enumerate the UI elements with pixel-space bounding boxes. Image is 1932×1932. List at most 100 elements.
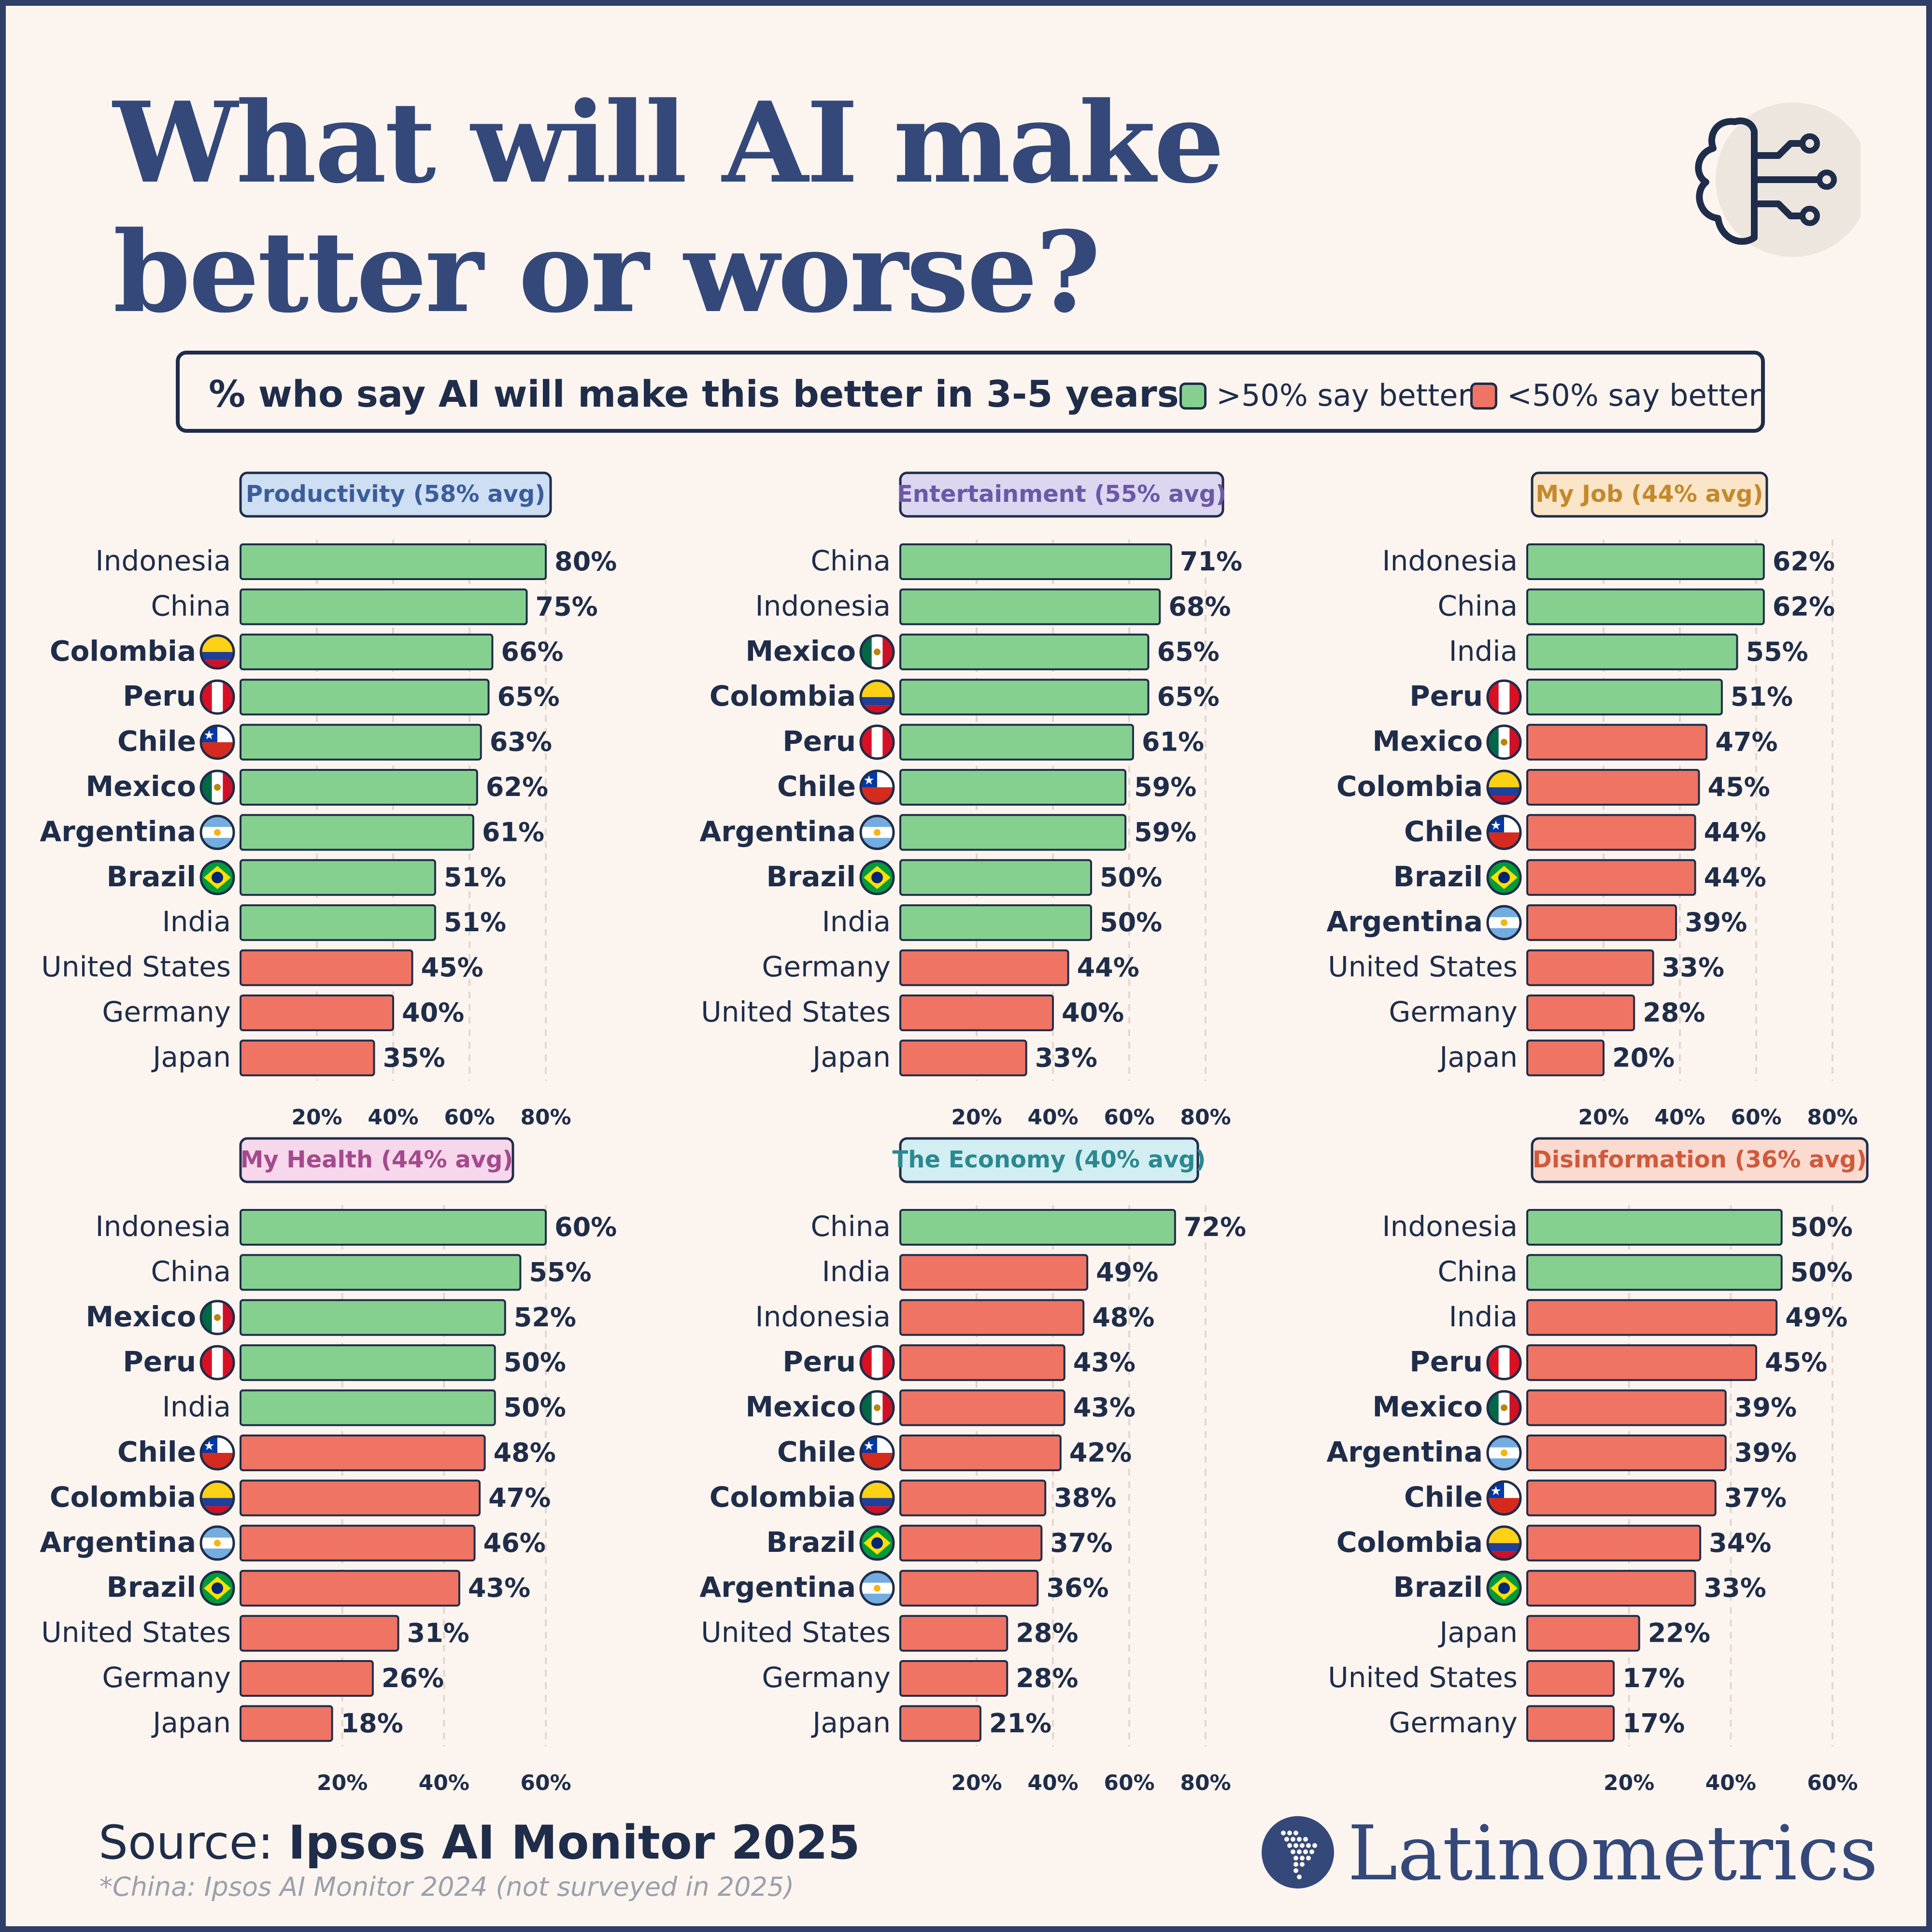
- category-label: United States: [701, 1616, 891, 1649]
- bar-mexico: [240, 1299, 506, 1336]
- chile-flag-icon: ★: [1486, 814, 1522, 850]
- x-tick-label: 80%: [1807, 1105, 1858, 1130]
- value-label: 50%: [1100, 907, 1162, 938]
- x-tick-label: 60%: [520, 1771, 571, 1795]
- chart-title: Productivity (58% avg): [246, 481, 545, 508]
- category-label: Germany: [1389, 1706, 1518, 1739]
- value-label: 40%: [402, 997, 464, 1028]
- category-label: Germany: [102, 1661, 231, 1694]
- category-label: United States: [1328, 951, 1518, 983]
- mexico-flag-icon: [199, 769, 235, 805]
- category-label: Chile: [117, 1435, 196, 1468]
- x-tick-label: 20%: [951, 1771, 1002, 1795]
- colombia-flag-icon: [1486, 1525, 1522, 1561]
- value-label: 63%: [490, 727, 552, 757]
- x-tick-label: 40%: [1654, 1105, 1705, 1130]
- bar-brazil: [899, 1524, 1043, 1562]
- category-label: Brazil: [767, 1526, 856, 1559]
- value-label: 50%: [1100, 862, 1162, 893]
- brain-circuit-icon: [1695, 102, 1861, 257]
- bar-united-states: [1526, 1660, 1615, 1697]
- category-label: Peru: [782, 1345, 856, 1378]
- category-label: Mexico: [745, 635, 856, 668]
- value-label: 59%: [1134, 817, 1196, 847]
- category-label: Colombia: [710, 1480, 856, 1513]
- bar-colombia: [899, 679, 1150, 716]
- category-label: Brazil: [1393, 1571, 1483, 1604]
- bar-argentina: [1526, 1435, 1727, 1471]
- bar-peru: [240, 679, 490, 716]
- mexico-flag-icon: [859, 1390, 895, 1426]
- value-label: 71%: [1180, 546, 1242, 577]
- value-label: 50%: [504, 1392, 566, 1423]
- infographic-canvas: What will AI make better or worse? % who…: [6, 6, 1926, 1926]
- value-label: 45%: [1708, 772, 1770, 802]
- bar-indonesia: [899, 1299, 1085, 1336]
- x-tick-label: 20%: [317, 1771, 368, 1795]
- category-label: Indonesia: [96, 544, 231, 577]
- category-label: Brazil: [767, 860, 856, 893]
- source-name: Ipsos AI Monitor 2025: [288, 1816, 860, 1870]
- category-label: China: [1437, 1255, 1518, 1288]
- source-prefix: Source:: [99, 1816, 274, 1870]
- legend-swatch-better: [1179, 383, 1207, 410]
- bar-india: [899, 1254, 1089, 1291]
- chart-productivity: Productivity (58% avg) 20% 40% 60% 80% 80% Ind…: [40, 471, 617, 1130]
- bar-india: [1526, 633, 1738, 670]
- chart-my-job: My Job (44% avg) 20% 40% 60% 80% 62% Indonesia…: [1326, 471, 1858, 1130]
- bar-chile: [1526, 814, 1696, 851]
- bar-peru: [1526, 679, 1723, 716]
- chart-entertainment: Entertainment (55% avg) 20% 40% 60% 80% 71% Ch…: [699, 471, 1242, 1130]
- category-label: Chile: [117, 725, 196, 758]
- value-label: 17%: [1622, 1663, 1685, 1693]
- category-label: Brazil: [107, 860, 196, 893]
- category-label: Chile: [1404, 1480, 1483, 1513]
- value-label: 51%: [444, 907, 506, 938]
- category-label: Peru: [123, 1345, 196, 1378]
- argentina-flag-icon: [859, 814, 895, 850]
- value-label: 68%: [1168, 591, 1231, 622]
- bar-brazil: [240, 1570, 460, 1607]
- svg-text:★: ★: [863, 773, 874, 788]
- bar-united-states: [899, 994, 1054, 1031]
- svg-text:★: ★: [203, 728, 214, 743]
- category-label: China: [151, 1255, 231, 1288]
- category-label: Indonesia: [755, 1300, 891, 1333]
- bar-mexico: [899, 633, 1150, 670]
- value-label: 39%: [1734, 1392, 1797, 1423]
- bar-germany: [1526, 994, 1635, 1031]
- category-label: Japan: [151, 1706, 231, 1739]
- category-label: India: [162, 1391, 231, 1423]
- category-label: China: [810, 1210, 891, 1243]
- value-label: 22%: [1648, 1618, 1710, 1648]
- value-label: 45%: [1765, 1347, 1827, 1378]
- chart-my-health: My Health (44% avg) 20% 40% 60% 60% Indonesia…: [40, 1137, 617, 1795]
- value-label: 28%: [1643, 997, 1705, 1028]
- brand-name: Latinometrics: [1348, 1809, 1878, 1897]
- bar-united-states: [899, 1615, 1009, 1652]
- category-label: India: [1449, 1300, 1518, 1333]
- bar-mexico: [899, 1389, 1065, 1426]
- value-label: 55%: [529, 1257, 591, 1287]
- category-label: Indonesia: [1382, 1210, 1518, 1243]
- value-label: 44%: [1704, 862, 1766, 893]
- category-label: China: [151, 589, 231, 622]
- value-label: 62%: [1773, 591, 1835, 622]
- bar-indonesia: [899, 588, 1161, 625]
- source-credit: Source: Ipsos AI Monitor 2025: [99, 1816, 860, 1869]
- svg-text:★: ★: [1490, 1484, 1501, 1498]
- bar-peru: [1526, 1344, 1757, 1381]
- value-label: 39%: [1685, 907, 1747, 938]
- bar-colombia: [240, 633, 494, 670]
- value-label: 44%: [1077, 952, 1139, 983]
- value-label: 61%: [482, 817, 544, 847]
- category-label: Argentina: [1326, 905, 1483, 938]
- bar-indonesia: [1526, 543, 1765, 580]
- bar-chile: [240, 724, 482, 761]
- category-label: Peru: [123, 680, 196, 712]
- category-label: Mexico: [85, 770, 196, 803]
- bar-india: [899, 904, 1092, 941]
- chile-flag-icon: ★: [199, 724, 235, 760]
- bar-mexico: [1526, 724, 1708, 761]
- bar-peru: [899, 724, 1134, 761]
